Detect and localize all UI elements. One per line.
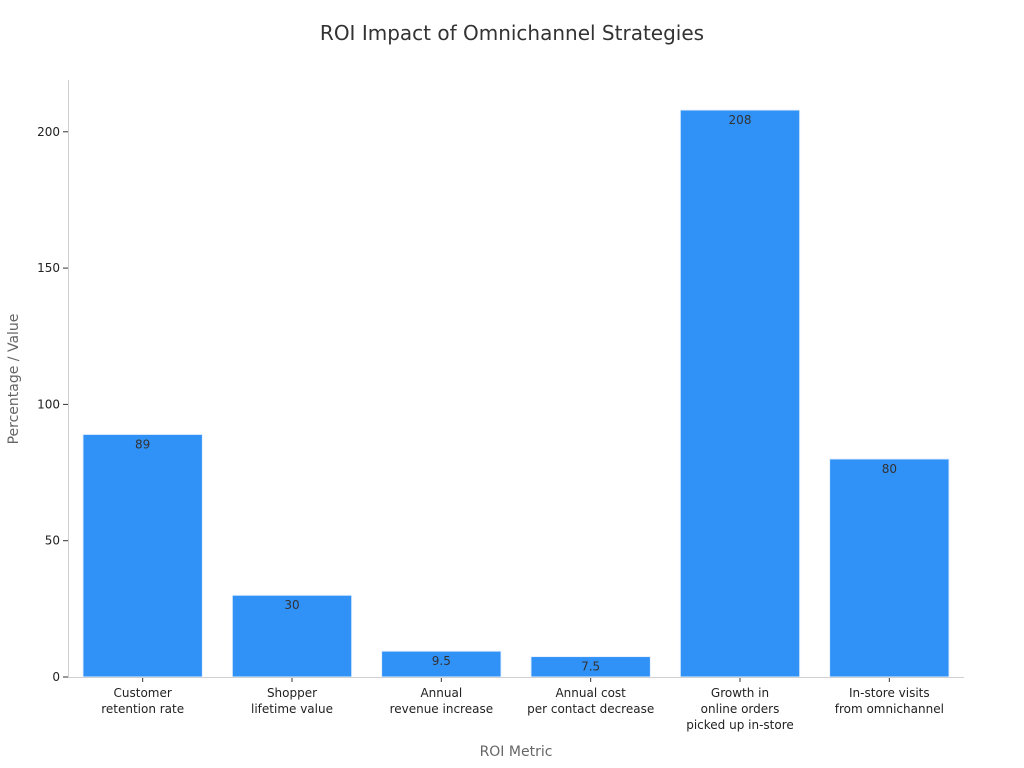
data-label: 80 [882, 462, 897, 476]
x-tick-label-line: from omnichannel [835, 702, 944, 716]
x-tick-label-line: online orders [701, 702, 780, 716]
x-tick-label-line: per contact decrease [527, 702, 654, 716]
x-tick-label-line: retention rate [101, 702, 184, 716]
y-tick-label: 150 [37, 261, 60, 275]
x-tick-label: Customer retention rate [101, 686, 184, 716]
x-tick-label-line: Customer [114, 686, 172, 700]
y-tick-label: 50 [45, 534, 60, 548]
x-tick-label-line: Annual [420, 686, 462, 700]
x-tick-label: Shopper lifetime value [251, 686, 333, 716]
y-tick-label: 0 [52, 670, 60, 684]
bar [82, 433, 203, 678]
data-label: 208 [729, 113, 752, 127]
bar [381, 650, 502, 678]
chart-title: ROI Impact of Omnichannel Strategies [320, 21, 704, 45]
y-tick-label: 200 [37, 125, 60, 139]
x-tick-label: In-store visits from omnichannel [835, 686, 944, 716]
x-tick-label-line: picked up in-store [686, 718, 794, 732]
x-tick-label-line: Shopper [267, 686, 317, 700]
x-axis-title: ROI Metric [480, 744, 553, 760]
plot-area: 0 50 100 150 200 89 Customer retention rate 30 Sh… [37, 109, 950, 732]
x-tick-label-line: In-store visits [849, 686, 930, 700]
bar [829, 458, 950, 678]
y-axis-title: Percentage / Value [6, 314, 22, 445]
x-tick-label-line: Annual cost [555, 686, 626, 700]
x-tick-label-line: revenue increase [390, 702, 494, 716]
data-label: 30 [284, 598, 299, 612]
x-tick-label-line: Growth in [711, 686, 769, 700]
data-label: 89 [135, 437, 150, 451]
x-tick-label: Growth in online orders picked up in-store [686, 686, 794, 732]
data-label: 7.5 [581, 660, 600, 674]
x-tick-label-line: lifetime value [251, 702, 333, 716]
data-label: 9.5 [432, 654, 451, 668]
bar [679, 109, 801, 678]
x-tick-label: Annual revenue increase [390, 686, 494, 716]
x-tick-label: Annual cost per contact decrease [527, 686, 654, 716]
y-tick-label: 100 [37, 397, 60, 411]
